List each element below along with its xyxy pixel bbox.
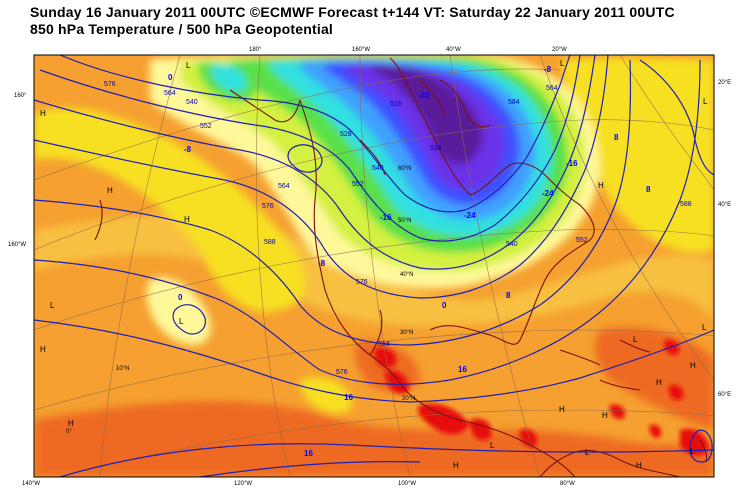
longitude-label: 160°W [8,242,26,248]
height-label: 576 [104,81,116,88]
temperature-label: -16 [380,213,392,222]
latitude-label: 30°N [400,330,413,336]
map-frame [33,54,715,478]
pressure-center-label: H [636,461,642,470]
edge-labels: 180° 160°W 40°W 20°W 160° 160°W 20°E 40°… [8,47,731,487]
longitude-label: 160° [14,93,27,99]
geopotential-contours [34,55,714,477]
latitude-label: 0° [66,429,72,435]
height-label: 528 [430,145,442,152]
height-label: 552 [200,123,212,130]
temperature-label: -24 [464,211,476,220]
longitude-label: 160°W [352,47,370,53]
latitude-label: 50°N [398,218,411,224]
pressure-center-label: H [453,461,459,470]
longitude-label: 180° [249,47,262,53]
latitude-labels: 60°N 50°N 40°N 30°N 20°N 10°N 0° [66,166,415,435]
temperature-label: 8 [614,133,619,142]
longitude-label: 60°E [718,392,731,398]
temperature-label: -8 [318,259,326,268]
height-label: 584 [508,99,520,106]
pressure-center-label: H [40,109,46,118]
latitude-label: 10°N [116,366,129,372]
pressure-center-label: L [633,335,638,344]
temperature-labels: 0 -8 -16 -24 -32 -24 -16 -8 0 8 16 16 16… [168,65,651,458]
temperature-label: -32 [418,91,430,100]
longitude-label: 20°W [552,47,567,53]
longitude-label: 140°W [22,481,40,487]
latitude-label: 20°N [402,396,415,402]
height-label: 540 [372,165,384,172]
longitude-label: 20°E [718,80,731,86]
map-title: Sunday 16 January 2011 00UTC ©ECMWF Fore… [30,4,675,20]
height-label: 552 [576,237,588,244]
height-label: 564 [546,85,558,92]
height-label: 576 [262,203,274,210]
pressure-center-label: L [560,59,565,68]
height-label: 564 [164,90,176,97]
temperature-label: -24 [542,189,554,198]
height-label: 516 [390,101,402,108]
height-label: 528 [340,131,352,138]
longitude-label: 40°W [446,47,461,53]
temperature-label: -8 [544,65,552,74]
height-label: 564 [278,183,290,190]
temperature-label: 0 [178,293,183,302]
pressure-center-label: H [602,411,608,420]
temperature-label: 16 [304,449,313,458]
pressure-center-label: L [186,61,191,70]
map-subtitle: 850 hPa Temperature / 500 hPa Geopotenti… [30,21,334,37]
height-label: 588 [680,201,692,208]
height-label: 576 [356,279,368,286]
temperature-label: -8 [184,145,192,154]
pressure-centers: L H H H L L H H L L H H H L L L H H H L … [40,59,708,470]
height-label: 588 [264,239,276,246]
temperature-label: 0 [442,301,447,310]
longitude-label: 80°W [560,481,575,487]
pressure-center-label: H [184,215,190,224]
height-label: 564 [378,341,390,348]
temperature-label: 8 [646,185,651,194]
pressure-center-label: L [490,441,495,450]
pressure-center-label: L [690,447,695,456]
temperature-label: 16 [458,365,467,374]
height-label: 576 [336,369,348,376]
pressure-center-label: L [703,97,708,106]
height-label: 552 [352,181,364,188]
geopotential-labels: 576 564 540 552 528 516 564 552 540 528 … [104,81,692,376]
temperature-label: 16 [344,393,353,402]
pressure-center-label: H [598,181,604,190]
height-label: 540 [506,241,518,248]
temperature-label: -16 [566,159,578,168]
temperature-label: 8 [506,291,511,300]
graticule [34,55,714,477]
pressure-center-label: L [179,317,184,326]
pressure-center-label: H [559,405,565,414]
temperature-label: 0 [168,73,173,82]
temperature-field: L H H H L L H H L L H H H L L L H H H L … [34,55,714,477]
pressure-center-label: H [107,186,113,195]
pressure-center-label: H [68,419,74,428]
longitude-label: 100°W [398,481,416,487]
latitude-label: 40°N [400,272,413,278]
longitude-label: 40°E [718,202,731,208]
pressure-center-label: L [585,448,590,457]
height-label: 540 [186,99,198,106]
pressure-center-label: H [690,361,696,370]
pressure-center-label: L [50,301,55,310]
pressure-center-label: H [656,378,662,387]
pressure-center-label: H [40,345,46,354]
longitude-label: 120°W [234,481,252,487]
latitude-label: 60°N [398,166,411,172]
pressure-center-label: L [702,323,707,332]
